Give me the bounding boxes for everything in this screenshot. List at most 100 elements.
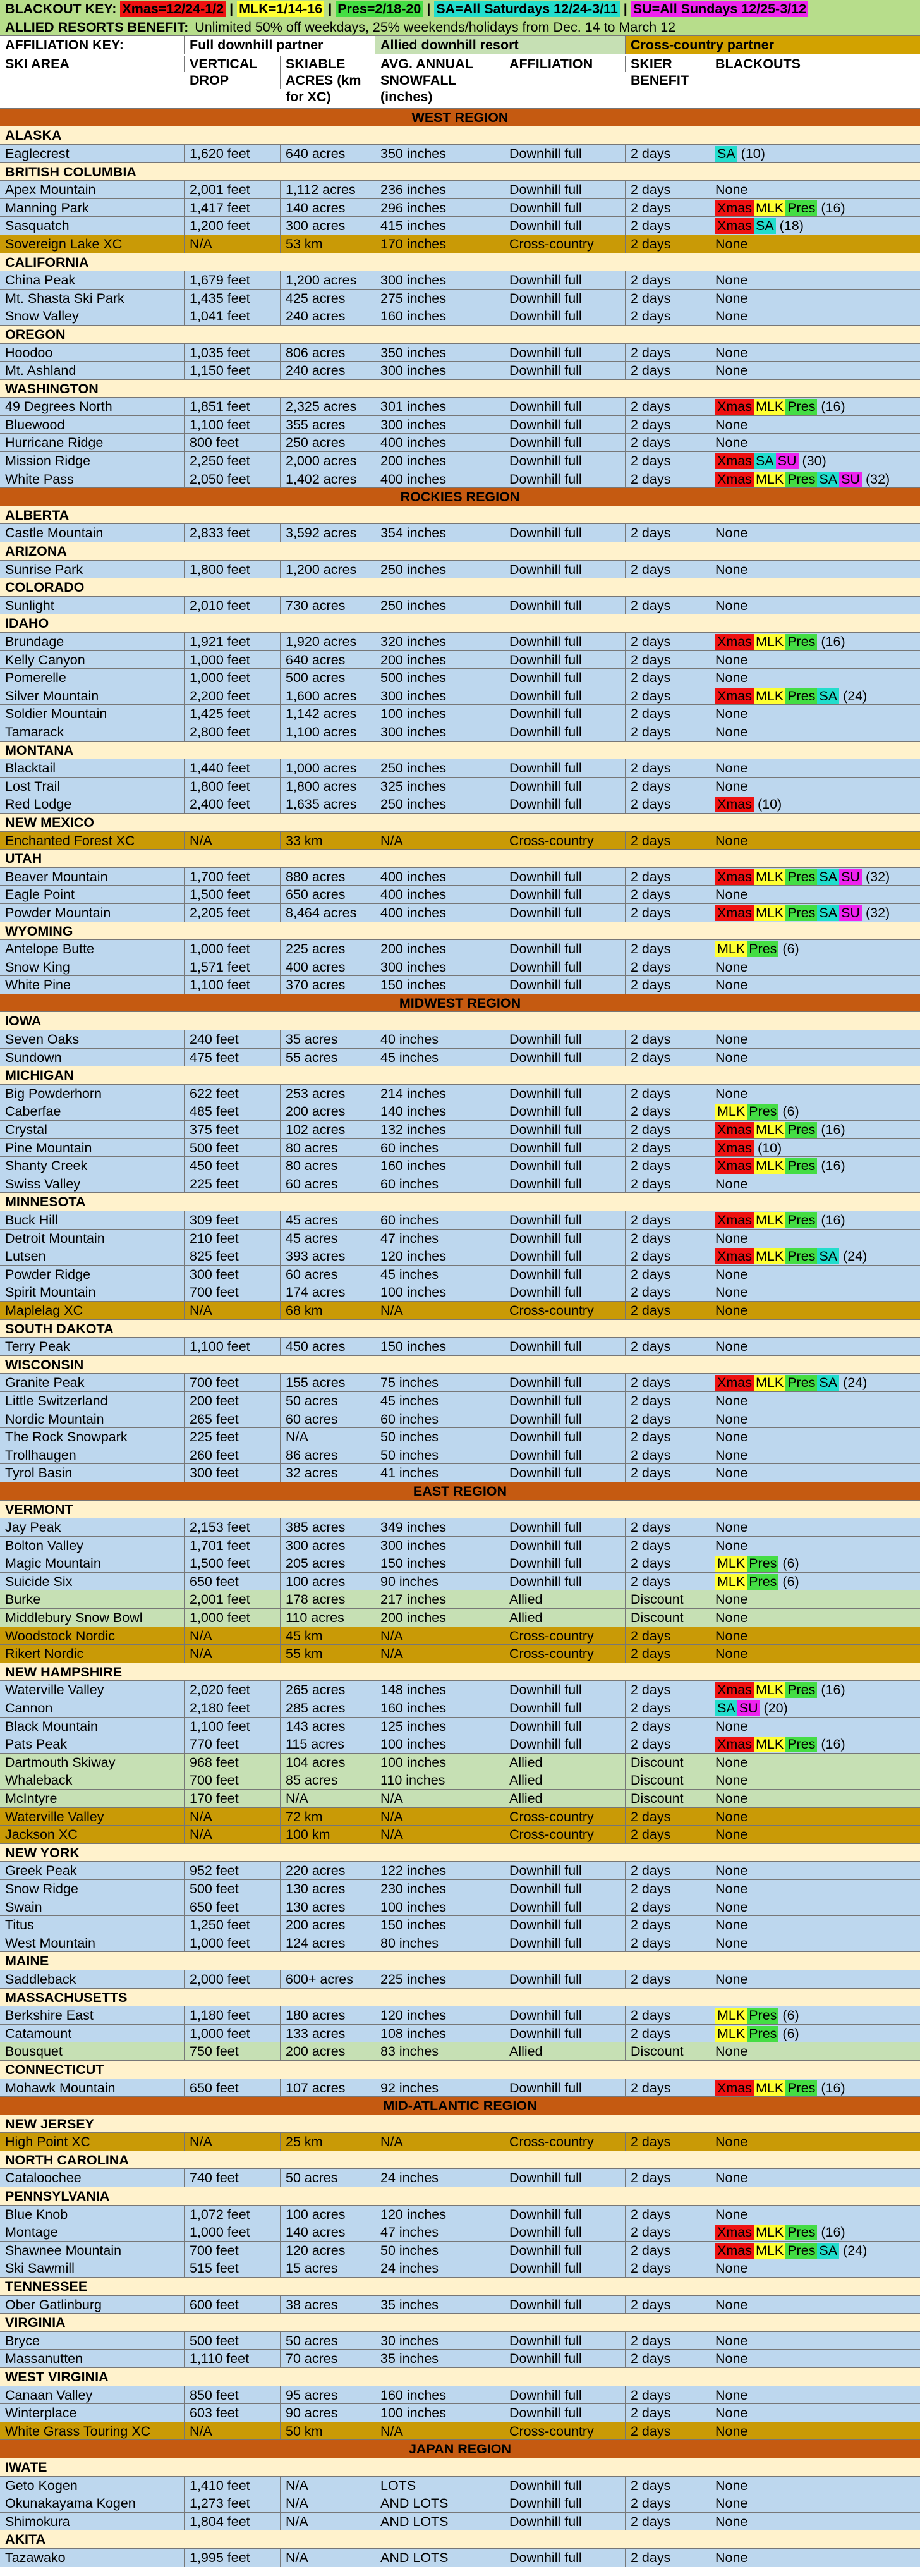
cell-ski-area: Mt. Shasta Ski Park	[0, 289, 185, 307]
cell-blackouts: None	[710, 886, 920, 903]
cell-skiable-acres: 240 acres	[281, 307, 375, 325]
blackout-days: None	[715, 561, 748, 577]
cell-skier-benefit: 2 days	[626, 1410, 710, 1428]
blackout-tag: MLK	[753, 905, 786, 921]
cell-vertical-drop: 600 feet	[185, 2295, 281, 2314]
cell-affiliation: Cross-country	[504, 1301, 626, 1319]
cell-vertical-drop: 825 feet	[185, 1247, 281, 1265]
cell-vertical-drop: 1,100 feet	[185, 1338, 281, 1355]
cell-blackouts: None	[710, 1790, 920, 1807]
cell-vertical-drop: 1,035 feet	[185, 343, 281, 362]
cell-blackouts: Xmas SA (18)	[710, 217, 920, 235]
cell-skier-benefit: 2 days	[626, 289, 710, 307]
cell-skier-benefit: 2 days	[626, 144, 710, 162]
cell-skier-benefit: 2 days	[626, 1229, 710, 1247]
cell-blackouts: SA SU (20)	[710, 1699, 920, 1717]
state-header: WEST VIRGINIA	[0, 2368, 920, 2386]
cell-snowfall: 120 inches	[375, 2006, 504, 2024]
blackout-days: None	[715, 670, 748, 686]
cell-skier-benefit: 2 days	[626, 831, 710, 850]
cell-skiable-acres: 1,800 acres	[281, 777, 375, 795]
cell-skiable-acres: 300 acres	[281, 1536, 375, 1554]
table-row: Snow Valley 1,041 feet 240 acres 160 inches…	[0, 307, 920, 326]
table-row: Pine Mountain 500 feet 80 acres 60 inches Do…	[0, 1138, 920, 1157]
cell-ski-area: Mohawk Mountain	[0, 2079, 185, 2097]
table-row: Tamarack 2,800 feet 1,100 acres 300 inches D…	[0, 723, 920, 742]
cell-affiliation: Downhill full	[504, 1916, 626, 1934]
state-header: NEW HAMPSHIRE	[0, 1663, 920, 1682]
cell-ski-area: Geto Kogen	[0, 2476, 185, 2494]
cell-ski-area: Jay Peak	[0, 1518, 185, 1536]
cell-affiliation: Downhill full	[504, 976, 626, 994]
cell-skiable-acres: N/A	[281, 2494, 375, 2512]
cell-blackouts: None	[710, 2332, 920, 2350]
cell-affiliation: Downhill full	[504, 1102, 626, 1121]
cell-skier-benefit: 2 days	[626, 1934, 710, 1952]
cell-vertical-drop: 1,100 feet	[185, 976, 281, 994]
state-header: MAINE	[0, 1952, 920, 1970]
table-row: Bluewood 1,100 feet 355 acres 300 inches Dow…	[0, 415, 920, 434]
cell-ski-area: China Peak	[0, 271, 185, 289]
cell-affiliation: Downhill full	[504, 2295, 626, 2314]
state-header: VERMONT	[0, 1500, 920, 1519]
table-row: Big Powderhorn 622 feet 253 acres 214 inche…	[0, 1084, 920, 1103]
cell-skiable-acres: 3,592 acres	[281, 524, 375, 542]
cell-skier-benefit: 2 days	[626, 1645, 710, 1663]
cell-skiable-acres: 53 km	[281, 235, 375, 253]
cell-blackouts: Xmas MLK Pres SA (24)	[710, 1374, 920, 1391]
cell-ski-area: Trollhaugen	[0, 1446, 185, 1464]
table-row: Mohawk Mountain 650 feet 107 acres 92 inche…	[0, 2079, 920, 2097]
cell-vertical-drop: 225 feet	[185, 1175, 281, 1193]
table-row: Apex Mountain 2,001 feet 1,112 acres 236 in…	[0, 181, 920, 199]
cell-vertical-drop: N/A	[185, 235, 281, 253]
table-row: Jackson XC N/A 100 km N/A Cross-country 2 day…	[0, 1826, 920, 1844]
table-row: Mission Ridge 2,250 feet 2,000 acres 200 in…	[0, 452, 920, 470]
cell-snowfall: 160 inches	[375, 1699, 504, 1717]
cell-vertical-drop: 2,001 feet	[185, 1590, 281, 1609]
blackout-days: None	[715, 525, 748, 541]
cell-affiliation: Downhill full	[504, 1121, 626, 1138]
blackout-days: None	[715, 760, 748, 776]
cell-skier-benefit: 2 days	[626, 2350, 710, 2367]
state-header: IOWA	[0, 1012, 920, 1031]
cell-vertical-drop: 740 feet	[185, 2169, 281, 2187]
state-header: COLORADO	[0, 578, 920, 597]
cell-blackouts: None	[710, 651, 920, 669]
blackout-days: None	[715, 1773, 748, 1788]
cell-ski-area: White Grass Touring XC	[0, 2422, 185, 2440]
region-header: MID-ATLANTIC REGION	[0, 2097, 920, 2115]
cell-vertical-drop: 2,010 feet	[185, 596, 281, 614]
cell-ski-area: Okunakayama Kogen	[0, 2494, 185, 2512]
blackout-days: None	[715, 597, 748, 613]
cell-skiable-acres: 130 acres	[281, 1898, 375, 1916]
cell-skier-benefit: 2 days	[626, 1699, 710, 1717]
cell-vertical-drop: 1,000 feet	[185, 669, 281, 687]
table-row: Granite Peak 700 feet 155 acres 75 inches Do…	[0, 1374, 920, 1392]
cell-skiable-acres: 60 acres	[281, 1410, 375, 1428]
cell-snowfall: 83 inches	[375, 2042, 504, 2060]
cell-skier-benefit: 2 days	[626, 1048, 710, 1066]
table-row: Hurricane Ridge 800 feet 250 acres 400 inch…	[0, 434, 920, 453]
cell-affiliation: Cross-country	[504, 1826, 626, 1843]
cell-skiable-acres: N/A	[281, 1790, 375, 1807]
blackout-days: None	[715, 1049, 748, 1065]
blackout-days: None	[715, 1085, 748, 1101]
table-row: Snow King 1,571 feet 400 acres 300 inches Do…	[0, 958, 920, 977]
blackout-days: None	[715, 345, 748, 360]
blackout-days: (6)	[782, 1104, 799, 1120]
cell-ski-area: Waterville Valley	[0, 1807, 185, 1826]
cell-skier-benefit: 2 days	[626, 886, 710, 903]
blackout-days: None	[715, 1032, 748, 1047]
table-row: Winterplace 603 feet 90 acres 100 inches Dow…	[0, 2404, 920, 2422]
cell-blackouts: None	[710, 976, 920, 994]
table-row: Spirit Mountain 700 feet 174 acres 100 inch…	[0, 1283, 920, 1302]
blackout-days: (16)	[821, 1737, 845, 1752]
cell-skier-benefit: 2 days	[626, 2548, 710, 2567]
cell-affiliation: Allied	[504, 2042, 626, 2060]
blackout-days: None	[715, 1339, 748, 1355]
cell-blackouts: Xmas MLK Pres (16)	[710, 199, 920, 217]
cell-vertical-drop: 1,417 feet	[185, 198, 281, 217]
cell-snowfall: 230 inches	[375, 1879, 504, 1898]
blackout-days: None	[715, 1863, 748, 1879]
cell-skier-benefit: 2 days	[626, 1175, 710, 1193]
